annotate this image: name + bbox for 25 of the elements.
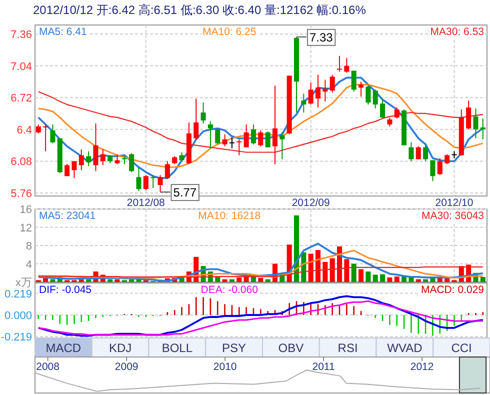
annotation: 7.33 [309, 30, 334, 44]
xtick: 2008 [36, 361, 60, 373]
annotation: 5.77 [173, 186, 197, 200]
ytick: 0.219 [4, 288, 32, 300]
xtick: 2009 [114, 361, 138, 373]
ytick: 8 [26, 240, 32, 252]
xtick: 2011 [312, 361, 335, 373]
ytick: 7.04 [10, 60, 32, 73]
ytick: -0.219 [0, 332, 32, 344]
ytick: 4 [26, 258, 32, 271]
title: 2012/10/12 开:6.42 高:6.51 低:6.30 收:6.40 量:12162 幅:0.16% [33, 3, 366, 17]
ytick: 16 [20, 204, 32, 216]
ytick: 6.4 [16, 124, 32, 136]
ylabel: x万 [16, 277, 32, 289]
ytick: 6.08 [10, 156, 32, 168]
xtick: 2012/10 [435, 197, 474, 209]
ytick: 0.000 [4, 310, 32, 322]
ytick: 7.36 [10, 28, 32, 41]
annotation: 7.33 [296, 28, 336, 46]
ytick: 6.72 [10, 92, 32, 105]
xtick: 2010 [213, 361, 237, 373]
ytick: 5.76 [10, 188, 32, 200]
ytick: 12 [20, 222, 32, 234]
xtick: 2012/09 [292, 197, 330, 209]
xtick: 2012 [410, 361, 434, 373]
